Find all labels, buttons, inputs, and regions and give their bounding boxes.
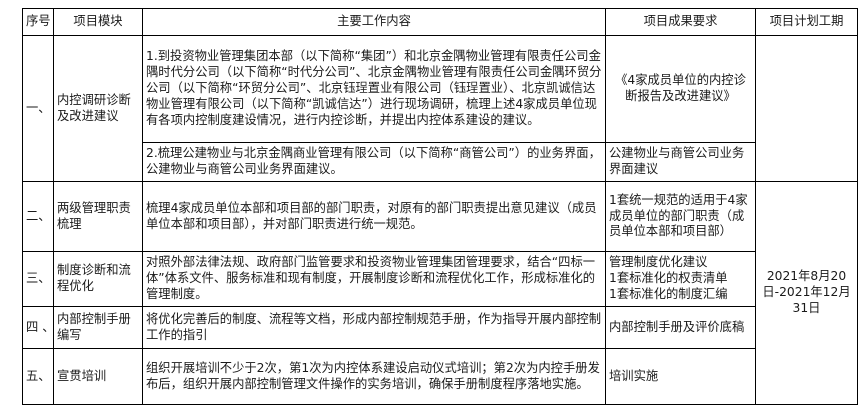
row-seq-3: 三、 [22, 251, 54, 307]
row-seq-1: 一、 [22, 35, 54, 182]
table-body: 一、 内控调研诊断及改进建议 1.到投资物业管理集团本部（以下简称“集团”）和北… [22, 35, 858, 405]
table-header-row: 序号 项目模块 主要工作内容 项目成果要求 项目计划工期 [22, 8, 858, 36]
column-header-module: 项目模块 [53, 8, 143, 36]
row-content-5: 组织开展培训不少于2次，第1次为内控体系建设启动仪式培训；第2次为内控手册发布后… [142, 348, 606, 405]
column-header-content: 主要工作内容 [142, 8, 606, 36]
table-row: 一、 内控调研诊断及改进建议 1.到投资物业管理集团本部（以下简称“集团”）和北… [22, 35, 858, 182]
row-module-5: 宣贯培训 [53, 348, 143, 405]
row-content-1a: 1.到投资物业管理集团本部（以下简称“集团”）和北京金隅物业管理有限责任公司金隅… [142, 35, 606, 143]
row-result-1b: 公建物业与商管公司业务界面建议 [605, 142, 756, 182]
column-header-period: 项目计划工期 [755, 8, 858, 36]
column-header-seq: 序号 [22, 8, 54, 36]
row-module-2: 两级管理职责梳理 [53, 181, 143, 252]
table-row: 二、 两级管理职责梳理 梳理4家成员单位本部和项目部的部门职责，对原有的部门职责… [22, 181, 858, 405]
table-row: 四 、 内部控制手册编写 将优化完善后的制度、流程等文档，形成内部控制规范手册，… [22, 306, 858, 349]
project-plan-table: 序号 项目模块 主要工作内容 项目成果要求 项目计划工期 一、 内控调研诊断及改… [22, 8, 858, 405]
row-result-4: 内部控制手册及评价底稿 [605, 306, 756, 349]
row-result-1a: 《4家成员单位的内控诊断报告及改进建议》 [605, 35, 756, 143]
row-module-3: 制度诊断和流程优化 [53, 251, 143, 307]
table-row: 三、 制度诊断和流程优化 对照外部法律法规、政府部门监管要求和投资物业管理集团管… [22, 251, 858, 307]
row-seq-4: 四 、 [22, 306, 55, 349]
row-result-2: 1套统一规范的适用于4家成员单位的部门职责（成员单位本部和项目部） [605, 181, 756, 252]
row-content-3: 对照外部法律法规、政府部门监管要求和投资物业管理集团管理要求，结合“四标一体”体… [142, 251, 606, 307]
row-content-4: 将优化完善后的制度、流程等文档，形成内部控制规范手册，作为指导开展内部控制工作的… [142, 306, 606, 349]
project-period-cell: 2021年8月20日-2021年12月31日 [755, 181, 858, 405]
row-content-1b: 2.梳理公建物业与北京金隅商业管理有限公司（以下简称“商管公司”）的业务界面，公… [142, 142, 606, 182]
row-seq-5: 五、 [22, 348, 54, 405]
table-row: 五、 宣贯培训 组织开展培训不少于2次，第1次为内控体系建设启动仪式培训；第2次… [22, 348, 858, 405]
row-content-2: 梳理4家成员单位本部和项目部的部门职责，对原有的部门职责提出意见建议（成员单位本… [142, 181, 606, 252]
table-header: 序号 项目模块 主要工作内容 项目成果要求 项目计划工期 [22, 8, 858, 36]
row-result-3: 管理制度优化建议 1套标准化的权责清单 1套标准化的制度汇编 [605, 251, 756, 307]
row-module-4: 内部控制手册编写 [53, 306, 143, 349]
row-module-1: 内控调研诊断及改进建议 [53, 35, 143, 182]
column-header-result: 项目成果要求 [605, 8, 756, 36]
table-row: 2.梳理公建物业与北京金隅商业管理有限公司（以下简称“商管公司”）的业务界面，公… [23, 142, 858, 182]
row-result-5: 培训实施 [605, 348, 756, 405]
row-seq-2: 二、 [22, 181, 54, 252]
row-period-1 [755, 35, 858, 182]
